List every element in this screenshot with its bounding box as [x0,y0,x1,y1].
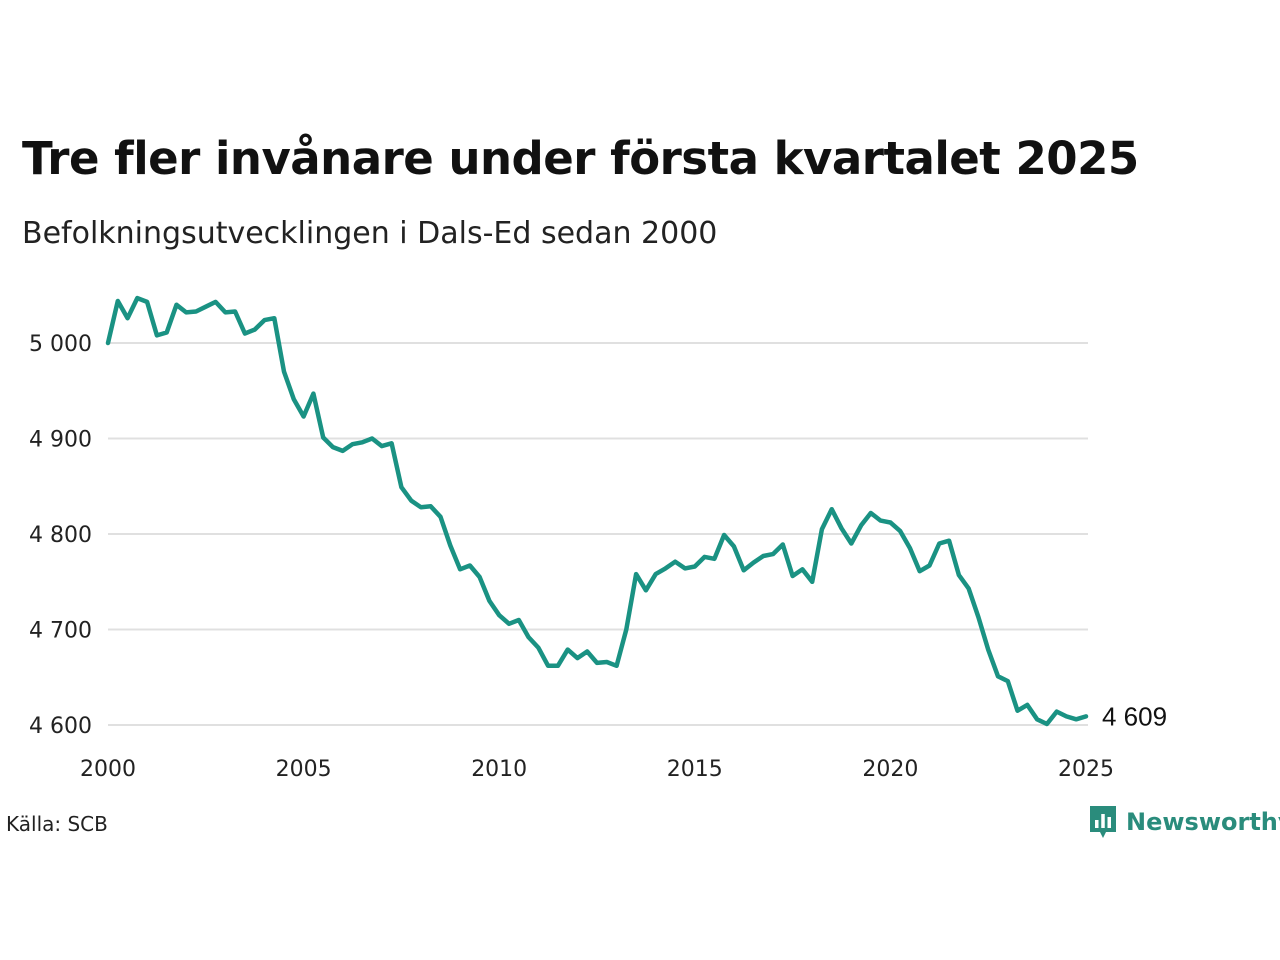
data-labels: 4 609 [1102,701,1167,731]
y-tick-label: 4 900 [29,428,92,453]
newsworthy-logo-icon [1088,804,1118,840]
y-tick-label: 4 700 [29,619,92,644]
x-tick-label: 2010 [471,757,527,782]
grid-lines [108,342,1088,726]
series-group [105,295,1089,727]
series-line [105,295,1089,727]
y-tick-label: 5 000 [29,332,92,357]
x-tick-label: 2005 [276,757,332,782]
x-tick-label: 2020 [862,757,918,782]
x-axis-tick-labels: 2000 2005 2010 2015 2020 2025 [80,757,1114,782]
source-note: Källa: SCB [6,812,108,836]
y-tick-label: 4 800 [29,523,92,548]
x-tick-label: 2015 [667,757,723,782]
chart-title: Tre fler invånare under första kvartalet… [22,132,1139,185]
brand-logo: Newsworthy [1088,804,1280,840]
chart-subtitle: Befolkningsutvecklingen i Dals-Ed sedan … [22,216,718,251]
y-axis-tick-labels: 4 600 4 700 4 800 4 900 5 000 [29,332,92,739]
x-tick-label: 2025 [1058,757,1114,782]
brand-name: Newsworthy [1126,808,1280,836]
end-value-label: 4 609 [1102,701,1167,731]
x-tick-label: 2000 [80,757,136,782]
y-tick-label: 4 600 [29,714,92,739]
